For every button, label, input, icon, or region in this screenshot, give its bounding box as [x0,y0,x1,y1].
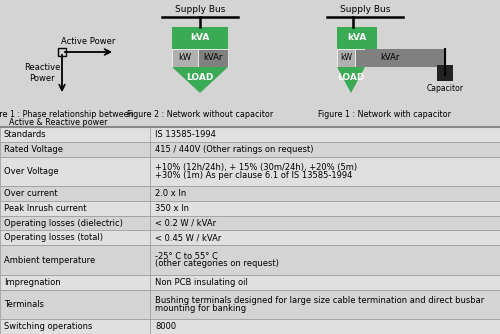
Bar [337,27,377,49]
Text: Reactive
Power: Reactive Power [24,63,60,83]
Text: Rated Voltage: Rated Voltage [4,145,63,154]
Bar [365,49,445,67]
Text: Standards: Standards [4,130,46,139]
Bar [198,49,228,67]
Bar [172,49,198,67]
Polygon shape [337,67,365,93]
Text: kW: kW [178,53,192,62]
Text: +10% (12h/24h), + 15% (30m/24h), +20% (5m): +10% (12h/24h), + 15% (30m/24h), +20% (5… [155,163,357,172]
Text: kVAr: kVAr [380,53,400,62]
Text: Figure 1 : Network with capacitor: Figure 1 : Network with capacitor [318,110,452,119]
Bar [0,186,500,201]
Text: Over current: Over current [4,189,58,198]
Text: Peak Inrush current: Peak Inrush current [4,204,86,213]
Bar [337,49,355,67]
Text: 8000: 8000 [155,322,176,331]
Text: LOAD: LOAD [338,73,364,82]
Text: Switching operations: Switching operations [4,322,92,331]
Text: Figure 1 : Phase relationship between: Figure 1 : Phase relationship between [0,110,134,119]
Text: mounting for banking: mounting for banking [155,304,246,313]
Bar [437,65,453,81]
Bar [58,48,66,56]
Text: Supply Bus: Supply Bus [340,5,390,14]
Text: < 0.2 W / kVAr: < 0.2 W / kVAr [155,219,216,227]
Text: (other categories on request): (other categories on request) [155,260,279,269]
Bar [0,0,500,127]
Bar [0,142,500,157]
Text: Active & Reactive power: Active & Reactive power [9,118,107,127]
Bar [0,157,500,186]
Bar [0,216,500,230]
Text: kW: kW [340,53,352,62]
Polygon shape [172,67,228,93]
Text: Supply Bus: Supply Bus [175,5,225,14]
Bar [355,49,365,67]
Text: kVA: kVA [348,33,366,42]
Text: -25° C to 55° C: -25° C to 55° C [155,252,218,261]
Bar [0,245,500,275]
Text: Figure 2 : Network without capacitor: Figure 2 : Network without capacitor [127,110,273,119]
Text: Terminals: Terminals [4,300,44,309]
Text: +30% (1m) As per clause 6.1 of IS 13585-1994: +30% (1m) As per clause 6.1 of IS 13585-… [155,171,352,180]
Text: Active Power: Active Power [61,37,115,46]
Text: < 0.45 W / kVAr: < 0.45 W / kVAr [155,233,222,242]
Text: kVAr: kVAr [204,53,223,62]
Text: LOAD: LOAD [186,73,214,82]
Text: Ambient temperature: Ambient temperature [4,256,95,265]
Text: IS 13585-1994: IS 13585-1994 [155,130,216,139]
Bar [0,290,500,319]
Bar [0,230,500,245]
Bar [0,201,500,216]
Bar [0,319,500,334]
Text: Capacitor: Capacitor [426,84,464,93]
Text: Operating losses (dielectric): Operating losses (dielectric) [4,219,123,227]
Bar [0,275,500,290]
Text: Bushing terminals designed for large size cable termination and direct busbar: Bushing terminals designed for large siz… [155,296,484,305]
Text: Over Voltage: Over Voltage [4,167,59,176]
Text: 415 / 440V (Other ratings on request): 415 / 440V (Other ratings on request) [155,145,314,154]
Text: Operating losses (total): Operating losses (total) [4,233,103,242]
Text: kVA: kVA [190,33,210,42]
Text: 2.0 x In: 2.0 x In [155,189,186,198]
Text: 350 x In: 350 x In [155,204,189,213]
Text: Non PCB insulating oil: Non PCB insulating oil [155,278,248,287]
Bar [172,27,228,49]
Bar [0,127,500,142]
Text: Impregnation: Impregnation [4,278,60,287]
